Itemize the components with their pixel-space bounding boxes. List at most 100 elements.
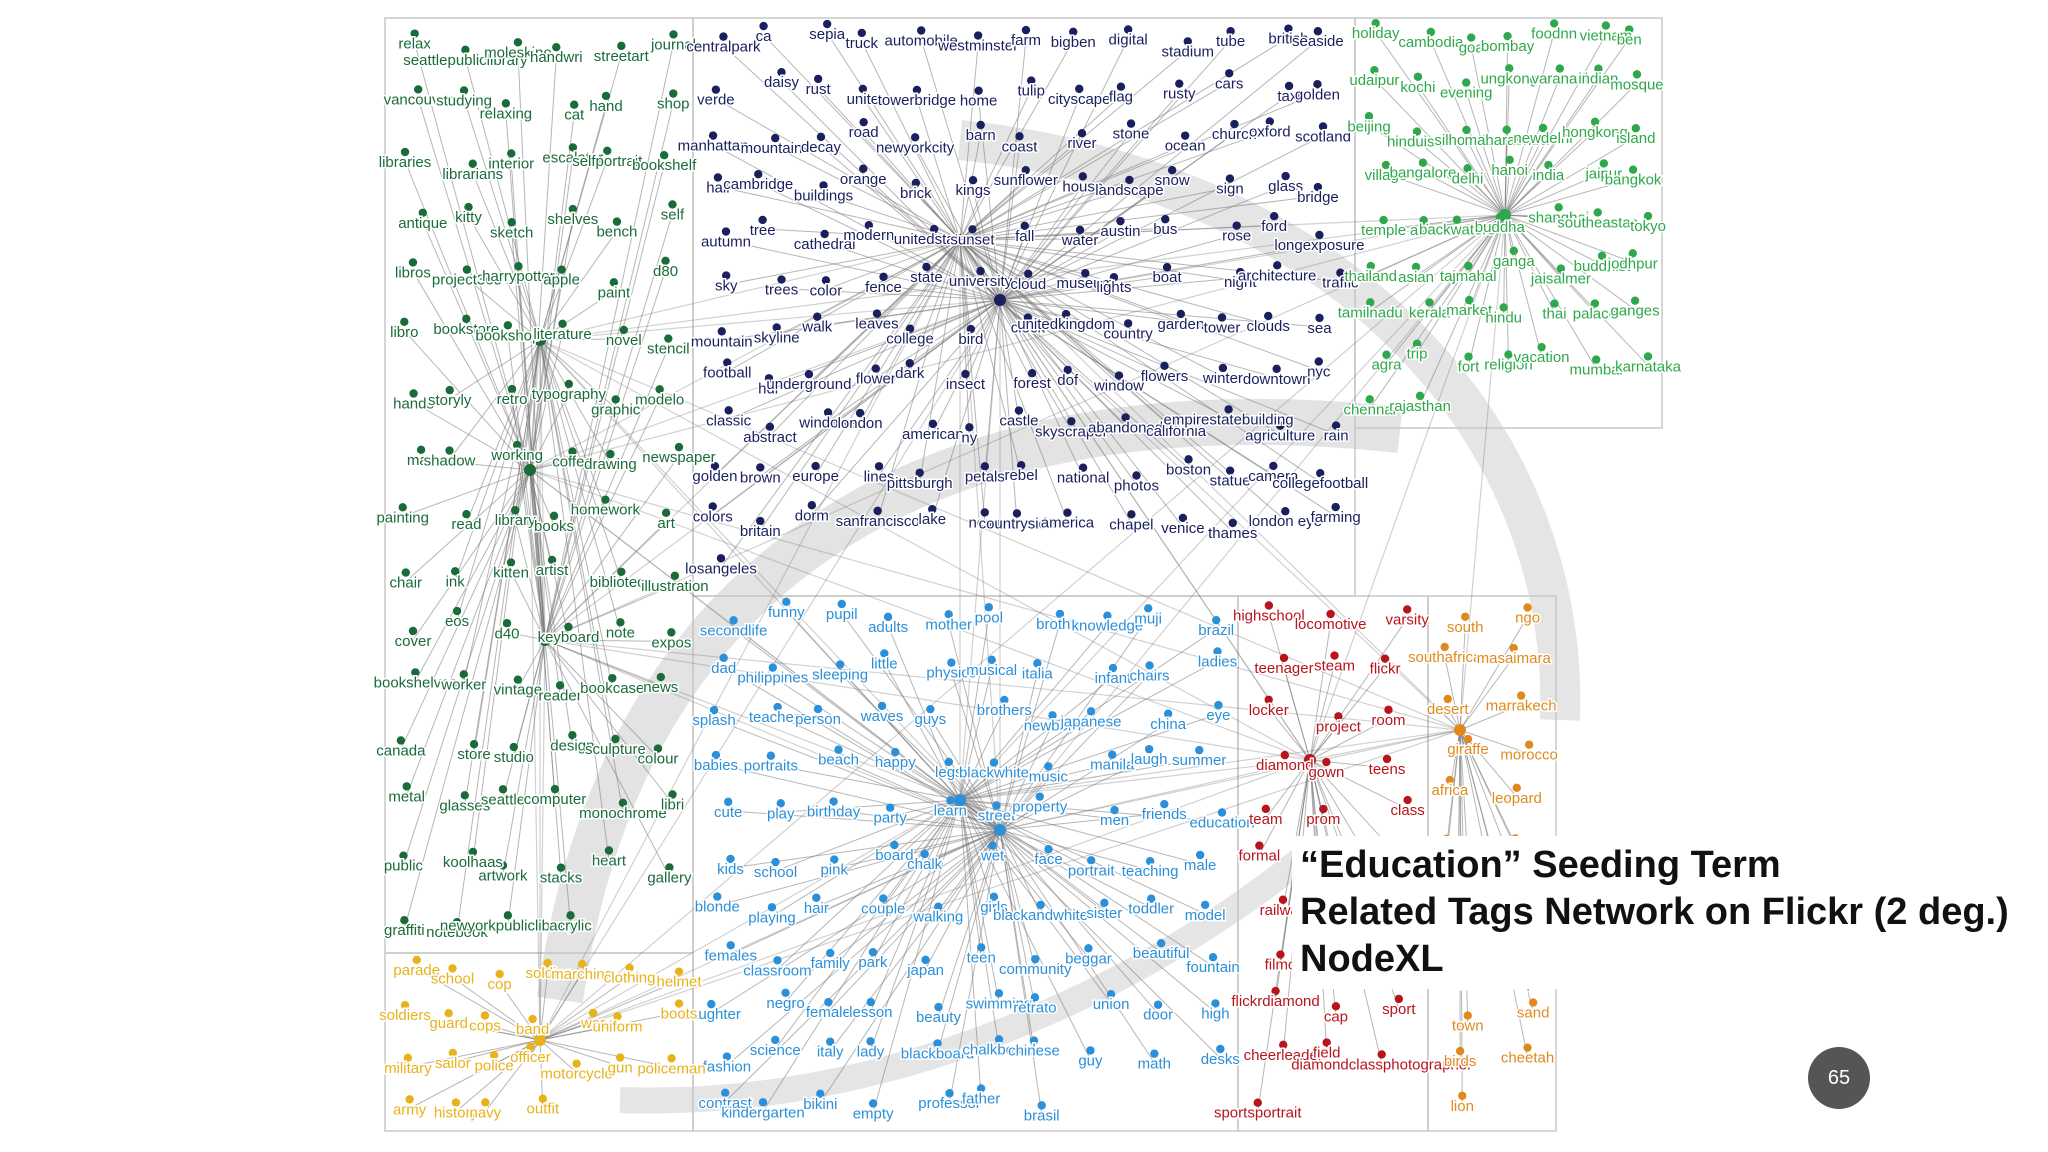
- node: [994, 1035, 1004, 1044]
- node: [713, 892, 722, 901]
- tag-label: american: [902, 426, 964, 443]
- tag-label: clock: [1011, 320, 1046, 337]
- node: [879, 894, 888, 903]
- tag-label: math: [1138, 1056, 1171, 1073]
- tag-label: sepia: [809, 26, 846, 43]
- tag-label: biblioteca: [590, 574, 654, 591]
- tag-label: soldier: [526, 965, 570, 982]
- node: [513, 38, 523, 47]
- node: [1463, 164, 1472, 173]
- hub-node: [994, 824, 1006, 836]
- tag-label: british: [1268, 31, 1308, 48]
- node: [928, 505, 937, 514]
- node: [1281, 507, 1290, 516]
- tag-label: tulip: [1017, 83, 1045, 100]
- node: [1556, 264, 1566, 273]
- tag-label: bookcase: [580, 680, 644, 697]
- node: [868, 947, 878, 957]
- tag-label: clothing: [604, 970, 656, 987]
- tag-label: blonde: [695, 899, 740, 916]
- tag-label: property: [1012, 799, 1068, 816]
- tag-label: newyorkpubliclibrary: [440, 917, 576, 934]
- tag-label: shelves: [547, 211, 598, 228]
- node: [619, 325, 628, 335]
- tag-label: hand: [589, 98, 622, 115]
- tag-label: brother: [1036, 616, 1084, 633]
- tag-label: band: [516, 1021, 549, 1038]
- node: [756, 463, 765, 472]
- tag-label: chairs: [1130, 667, 1170, 684]
- tag-label: paint: [598, 284, 631, 301]
- node: [764, 374, 774, 383]
- tag-label: cap: [1324, 1008, 1348, 1025]
- tag-label: project365: [432, 272, 502, 289]
- tag-label: brasil: [1024, 1107, 1060, 1124]
- tag-label: digital: [1109, 31, 1148, 48]
- tag-label: funny: [768, 604, 805, 621]
- node: [934, 902, 943, 911]
- hub-node: [954, 794, 966, 806]
- node: [1279, 1040, 1288, 1050]
- tag-label: chalkboard: [962, 1041, 1035, 1058]
- tag-label: dark: [895, 365, 925, 382]
- tag-label: kitten: [493, 565, 529, 582]
- node: [1213, 647, 1222, 656]
- node: [768, 663, 778, 672]
- tag-label: prom: [1306, 811, 1340, 828]
- tag-label: lesson: [849, 1004, 892, 1021]
- tag-label: navy: [470, 1104, 502, 1121]
- node: [1195, 745, 1204, 755]
- tag-label: boat: [1152, 269, 1182, 286]
- node: [915, 468, 924, 477]
- node: [1440, 642, 1449, 652]
- tag-label: policeman: [637, 1060, 705, 1077]
- node: [1225, 69, 1234, 78]
- tag-label: modern: [843, 227, 894, 244]
- tag-label: little: [871, 655, 898, 672]
- tag-label: infant: [1095, 670, 1133, 687]
- tag-label: flag: [1109, 89, 1133, 106]
- tag-label: flickr: [1370, 661, 1401, 678]
- tag-label: garden: [1157, 316, 1204, 333]
- node: [1228, 518, 1237, 528]
- node: [611, 734, 620, 744]
- caption-tool: NodeXL: [1300, 938, 1444, 980]
- tag-label: dorm: [795, 507, 829, 524]
- node: [459, 670, 468, 679]
- node: [992, 801, 1001, 810]
- tag-label: morocco: [1500, 747, 1558, 764]
- tag-label: lady: [857, 1043, 885, 1060]
- node: [1175, 79, 1184, 88]
- node: [729, 616, 738, 625]
- tag-label: insect: [946, 376, 986, 393]
- tag-label: project: [1316, 718, 1362, 735]
- tag-label: pool: [975, 609, 1003, 626]
- node: [1264, 601, 1274, 610]
- node: [1014, 406, 1024, 415]
- tag-label: steam: [1314, 658, 1355, 675]
- node: [495, 969, 504, 979]
- panel-military: [384, 952, 694, 1132]
- tag-label: lines: [864, 468, 895, 485]
- tag-label: foodnn: [1531, 25, 1577, 42]
- tag-label: marrakech: [1486, 698, 1557, 715]
- tag-label: cambodia: [1398, 34, 1464, 51]
- tag-label: army: [393, 1101, 427, 1118]
- node: [1016, 461, 1026, 470]
- tag-label: negro: [766, 995, 804, 1012]
- node: [1319, 804, 1328, 814]
- hub-node: [1304, 754, 1316, 766]
- tag-label: tube: [1216, 33, 1245, 50]
- tag-label: sailor: [435, 1055, 471, 1072]
- tag-label: chennai: [1343, 401, 1396, 418]
- node: [656, 672, 666, 682]
- node: [1167, 166, 1177, 175]
- tag-label: tajmahal: [1440, 268, 1497, 285]
- tag-label: window: [1093, 378, 1144, 395]
- node: [1264, 311, 1273, 321]
- tag-label: escalator: [542, 149, 603, 166]
- tag-label: high: [1201, 1005, 1229, 1022]
- tag-label: football: [703, 365, 751, 382]
- node: [1331, 1002, 1341, 1011]
- tag-label: stadium: [1162, 43, 1215, 60]
